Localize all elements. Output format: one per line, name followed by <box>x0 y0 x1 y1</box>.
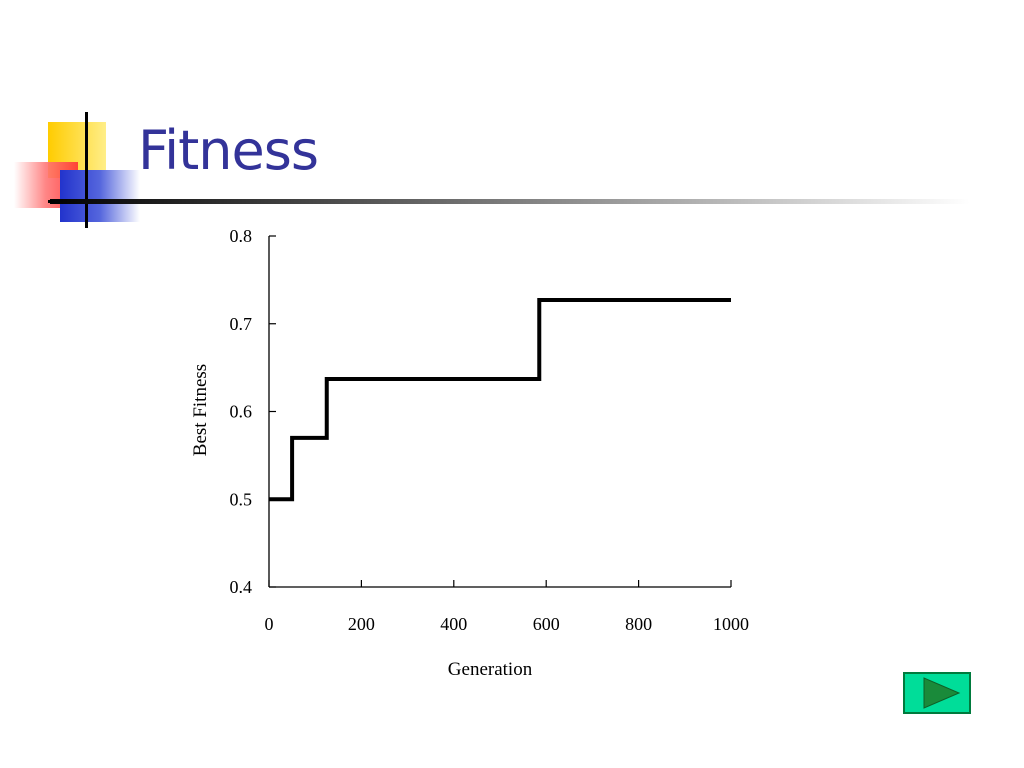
x-tick-label: 0 <box>265 614 274 634</box>
y-tick-label: 0.7 <box>230 314 253 334</box>
x-tick-label: 600 <box>533 614 560 634</box>
y-axis-label: Best Fitness <box>190 364 211 456</box>
y-tick-label: 0.4 <box>230 577 253 597</box>
play-triangle-icon <box>923 677 961 709</box>
x-tick-label: 200 <box>348 614 375 634</box>
x-tick-label: 1000 <box>713 614 749 634</box>
x-axis-label: Generation <box>448 659 533 680</box>
slide-title: Fitness <box>138 119 319 182</box>
decorative-logo <box>14 112 140 228</box>
title-divider <box>50 199 970 204</box>
y-tick-label: 0.6 <box>230 402 253 422</box>
next-slide-button[interactable] <box>903 672 971 714</box>
y-tick-label: 0.8 <box>230 226 253 246</box>
x-tick-label: 400 <box>440 614 467 634</box>
x-tick-label: 800 <box>625 614 652 634</box>
y-tick-label: 0.5 <box>230 489 253 509</box>
series-line-0 <box>269 298 731 502</box>
